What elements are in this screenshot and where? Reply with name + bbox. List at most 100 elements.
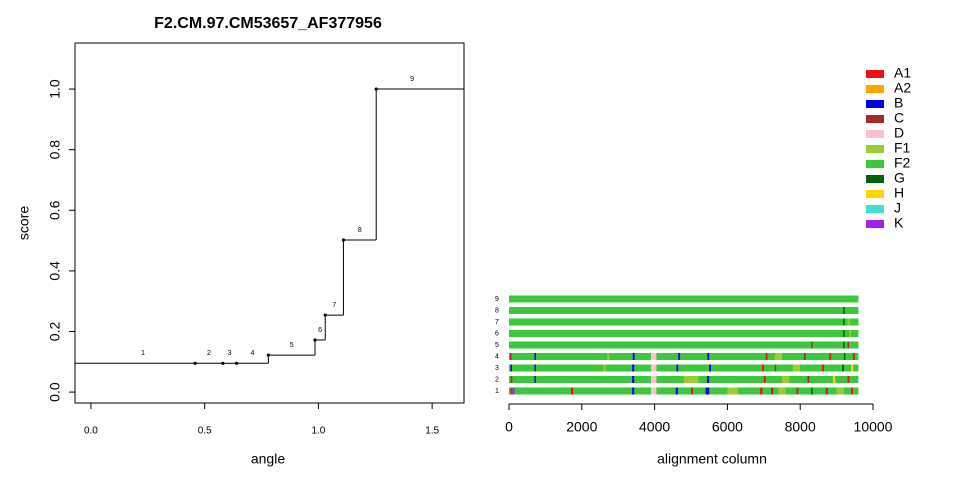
plot-box (74, 42, 465, 404)
alignment-segment (534, 364, 536, 372)
alignment-segment (707, 376, 710, 383)
y-tick-label: 0.0 (47, 382, 63, 402)
alignment-segment (811, 341, 813, 349)
alignment-segment (843, 330, 845, 337)
alignment-segment (632, 376, 635, 383)
x-tick-label: 8000 (785, 419, 816, 435)
alignment-segment (760, 387, 763, 395)
legend-swatch (866, 100, 884, 108)
segment-label: 7 (332, 302, 336, 309)
segment-label: 9 (410, 76, 414, 83)
legend-label: A1 (894, 65, 911, 81)
row-label: 5 (495, 342, 499, 349)
alignment-segment (782, 376, 790, 383)
row-label: 4 (495, 353, 499, 360)
alignment-segment (829, 353, 832, 360)
alignment-segment (510, 353, 512, 360)
alignment-segment (803, 353, 806, 360)
alignment-segment (678, 353, 681, 360)
alignment-segment (509, 387, 859, 395)
legend-swatch (866, 145, 884, 153)
row-label: 2 (495, 376, 499, 383)
alignment-segment (510, 364, 512, 372)
alignment-segment (774, 353, 782, 360)
legend-swatch (866, 205, 884, 213)
alignment-segment (847, 376, 850, 383)
alignment-segment (675, 387, 678, 395)
alignment-segment (632, 353, 635, 360)
y-tick-label: 0.6 (47, 200, 63, 220)
alignment-segment (774, 364, 777, 372)
row-label: 9 (495, 296, 499, 303)
alignment-segment (851, 387, 853, 395)
alignment-segment (851, 364, 854, 372)
y-axis-label: score (16, 206, 32, 240)
alignment-segment (510, 387, 512, 395)
alignment-segment (807, 376, 810, 383)
alignment-segment (509, 307, 859, 314)
x-tick-label: 0 (505, 419, 513, 435)
segment-label: 3 (228, 350, 232, 357)
alignment-segment (842, 364, 844, 372)
alignment-segment (650, 364, 657, 372)
legend-swatch (866, 70, 884, 78)
x-tick-label: 10000 (854, 419, 893, 435)
x-axis-label: alignment column (657, 451, 767, 467)
alignment-segment (761, 364, 764, 372)
alignment-segment (632, 364, 635, 372)
legend-label: A2 (894, 80, 911, 96)
alignment-segment (509, 330, 859, 337)
alignment-segment (811, 387, 813, 395)
alignment-segment (534, 353, 536, 360)
step-point (313, 338, 317, 342)
legend-swatch (866, 175, 884, 183)
alignment-segment (570, 387, 574, 395)
alignment-segment (771, 387, 774, 395)
alignment-segment (650, 387, 657, 395)
alignment-segment (765, 353, 768, 360)
legend-label: B (894, 95, 903, 111)
legend-swatch (866, 130, 884, 138)
x-axis-label: angle (251, 451, 285, 467)
row-label: 6 (495, 330, 499, 337)
alignment-segment (847, 341, 849, 349)
segment-label: 6 (318, 327, 322, 334)
alignment-segment (509, 318, 859, 326)
row-label: 1 (495, 388, 499, 395)
alignment-segment (509, 341, 859, 349)
legend-swatch (866, 190, 884, 198)
step-point (193, 361, 197, 365)
x-tick-label: 1.5 (425, 426, 439, 437)
y-tick-label: 1.0 (47, 79, 63, 99)
alignment-segment (512, 387, 515, 395)
step-point (323, 313, 327, 317)
alignment-segment (796, 387, 799, 395)
alignment-segment (509, 364, 859, 372)
x-tick-label: 1.0 (311, 426, 325, 437)
step-point (221, 361, 225, 365)
alignment-segment (836, 387, 844, 395)
alignment-segment (510, 376, 513, 383)
alignment-segment (843, 353, 846, 360)
alignment-segment (650, 353, 657, 360)
legend-label: J (894, 200, 901, 216)
alignment-segment (778, 387, 786, 395)
y-tick-label: 0.4 (47, 261, 63, 281)
alignment-segment (763, 376, 766, 383)
y-tick-label: 0.8 (47, 140, 63, 160)
step-point (234, 361, 239, 365)
alignment-segment (822, 364, 824, 372)
alignment-segment (852, 353, 855, 360)
alignment-segment (683, 376, 699, 383)
alignment-segment (709, 364, 712, 372)
alignment-segment (843, 318, 845, 326)
row-label: 8 (495, 307, 499, 314)
alignment-segment (691, 387, 693, 395)
alignment-segment (509, 295, 859, 303)
chart-title: F2.CM.97.CM53657_AF377956 (154, 15, 382, 32)
alignment-segment (534, 376, 536, 383)
x-tick-label: 6000 (712, 419, 743, 435)
alignment-segment (847, 318, 850, 326)
legend-label: F1 (894, 140, 911, 156)
x-tick-label: 0.5 (198, 426, 212, 437)
